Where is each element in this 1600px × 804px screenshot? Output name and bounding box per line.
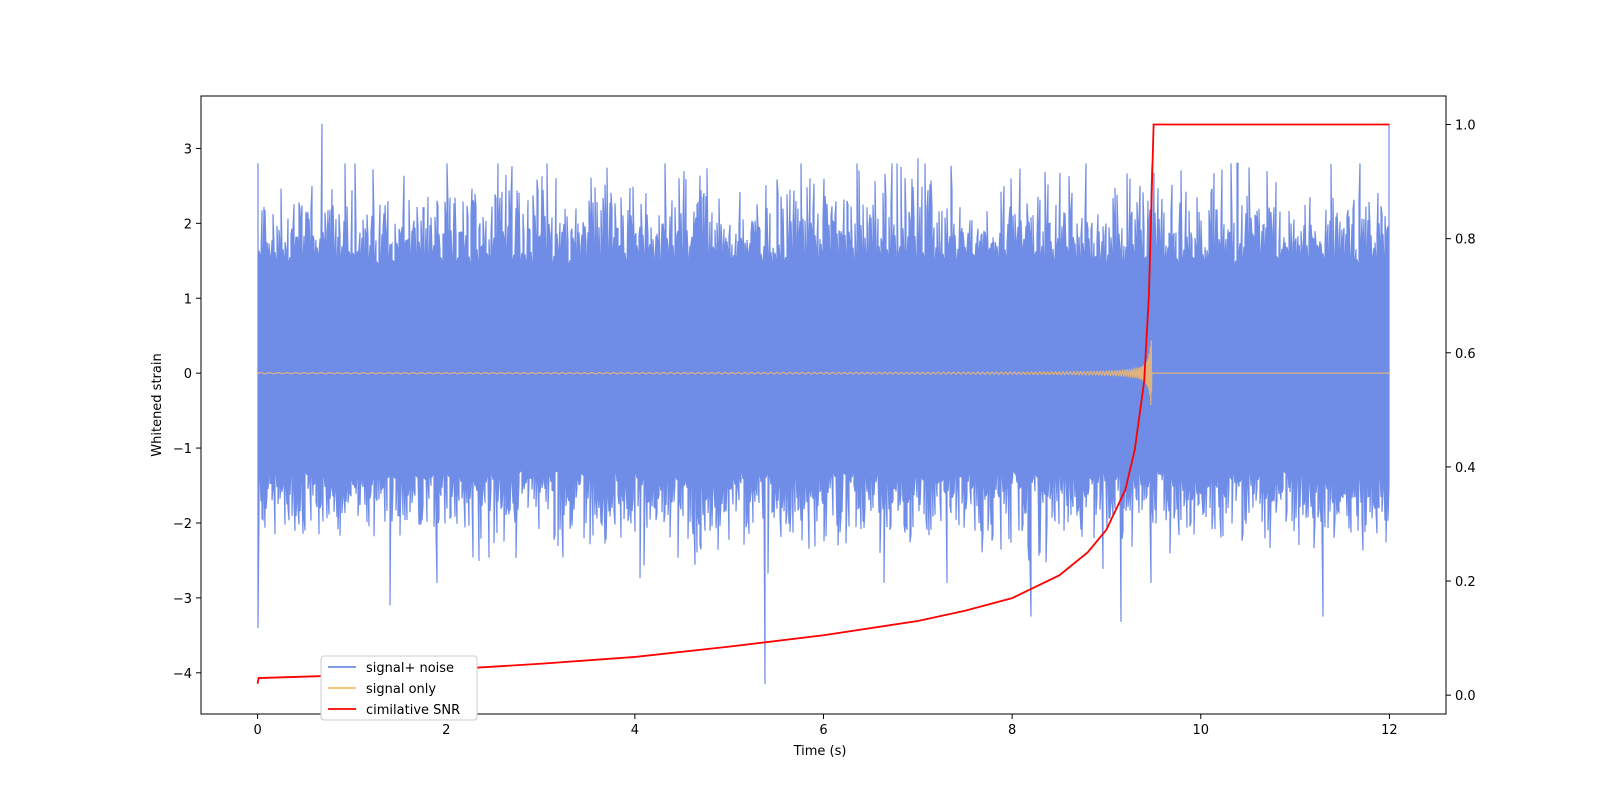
y-tick-label: 3 — [184, 142, 192, 157]
y2-tick-label: 0.4 — [1455, 461, 1476, 476]
y-tick-label: −2 — [173, 517, 192, 532]
legend-label-snr: cimilative SNR — [366, 703, 460, 718]
x-tick-label: 6 — [819, 723, 827, 738]
signal-only-line — [257, 340, 1390, 405]
y-tick-label: −3 — [173, 592, 192, 607]
y2-tick-label: 0.8 — [1455, 233, 1476, 248]
signal-noise-line — [257, 123, 1390, 685]
y2-tick-label: 0.6 — [1455, 347, 1476, 362]
noise-series — [257, 123, 1390, 685]
y-axis-label: Whitened strain — [150, 353, 165, 456]
x-tick-label: 0 — [253, 723, 261, 738]
cumulative-snr-line — [256, 123, 1390, 684]
x-tick-label: 8 — [1008, 723, 1016, 738]
y-tick-label: 2 — [184, 217, 192, 232]
y2-tick-label: 1.0 — [1455, 119, 1476, 134]
x-tick-label: 4 — [631, 723, 639, 738]
y-axis-right: 1.0 0.8 0.6 0.4 0.2 0.0 — [1446, 119, 1476, 704]
y2-tick-label: 0.0 — [1455, 689, 1476, 704]
snr-series — [256, 123, 1390, 684]
y-axis-left: 3 2 1 0 −1 −2 −3 −4 — [173, 142, 201, 682]
legend: signal+ noise signal only cimilative SNR — [320, 655, 478, 721]
x-tick-label: 2 — [442, 723, 450, 738]
legend-label-signal: signal only — [366, 682, 436, 697]
y-tick-label: 0 — [184, 367, 192, 382]
legend-box — [320, 655, 478, 721]
x-tick-label: 10 — [1192, 723, 1209, 738]
y-tick-label: −4 — [173, 667, 192, 682]
signal-series — [257, 340, 1390, 405]
x-axis-label: Time (s) — [793, 744, 847, 759]
y2-tick-label: 0.2 — [1455, 575, 1476, 590]
y-tick-label: −1 — [173, 442, 192, 457]
x-tick-label: 12 — [1381, 723, 1398, 738]
legend-label-noise: signal+ noise — [366, 661, 454, 676]
y-tick-label: 1 — [184, 292, 192, 307]
